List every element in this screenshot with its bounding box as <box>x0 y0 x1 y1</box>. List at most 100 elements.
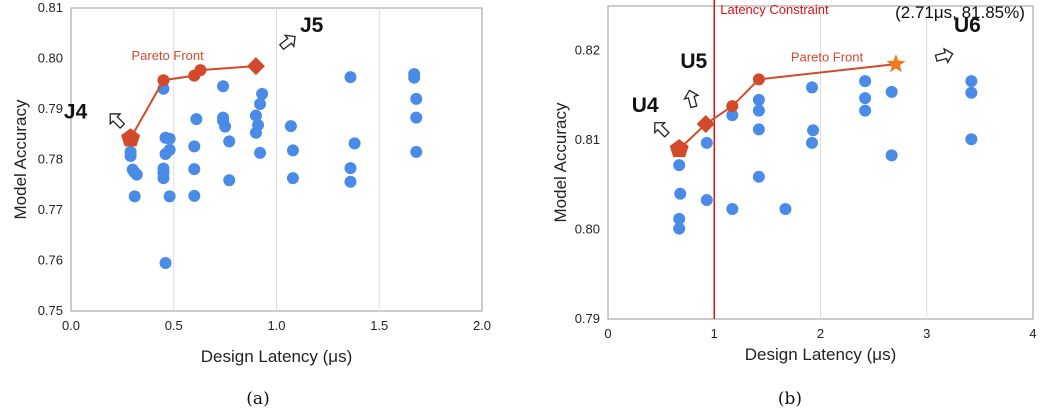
panel-a-scatter-point <box>188 140 201 153</box>
panel-b-caption: (b) <box>778 389 802 409</box>
panel-a-scatter-point <box>286 144 299 157</box>
panel-b-pareto-front <box>669 54 906 158</box>
panel-a: 0.75 0.76 0.77 0.78 0.79 0.80 0.81 0.0 0.5 1.0 1.… <box>11 0 491 409</box>
panel-a-pareto-circle-marker <box>194 64 207 77</box>
panel-a-scatter-point <box>188 163 201 176</box>
panel-b-scatter-point <box>965 133 978 146</box>
panel-a-scatter-point <box>223 174 236 187</box>
panel-a-y-axis-title: Model Accuracy <box>11 99 30 219</box>
panel-a-scatter-point <box>163 190 176 203</box>
panel-a-callouts: J4 J5 <box>64 14 324 129</box>
panel-a-scatter-point <box>223 135 236 148</box>
panel-b-scatter-point <box>752 123 765 136</box>
panel-a-pareto-label: Pareto Front <box>131 48 204 63</box>
panel-a-scatter-point <box>163 143 176 156</box>
panel-a-scatter-point <box>249 109 262 122</box>
panel-a-scatter-points <box>124 68 423 270</box>
panel-a-scatter-point <box>348 137 361 150</box>
panel-a-pareto-front <box>121 57 265 147</box>
j4-arrow-icon <box>109 113 126 129</box>
u5-callout-label: U5 <box>680 50 707 73</box>
panel-a-pareto-pentagon-marker <box>121 128 141 147</box>
panel-b-pareto-star-marker <box>886 54 906 73</box>
panel-a-gridlines <box>173 8 380 311</box>
panel-b-pareto-pentagon-marker <box>669 139 689 158</box>
panel-b-pareto-circle-marker <box>752 73 765 86</box>
panel-b-x-tick-label: 2 <box>817 326 824 341</box>
panel-b-scatter-point <box>859 92 872 105</box>
panel-a-scatter-point <box>159 257 172 270</box>
panel-b-scatter-point <box>674 187 687 200</box>
u5-arrow-icon <box>683 89 700 109</box>
panel-a-x-tick-label: 0.5 <box>165 318 183 333</box>
panel-b-y-tick-label: 0.81 <box>575 132 600 147</box>
panel-b-scatter-point <box>752 170 765 183</box>
panel-a-scatter-point <box>249 126 262 139</box>
panel-a-scatter-point <box>254 146 267 159</box>
panel-b-scatter-points <box>673 75 978 235</box>
panel-b-scatter-point <box>965 86 978 99</box>
panel-b-x-tick-label: 1 <box>711 326 718 341</box>
panel-b-scatter-point <box>726 109 739 122</box>
j4-callout-label: J4 <box>64 100 88 123</box>
panel-b-scatter-point <box>700 194 713 207</box>
panel-a-caption: (a) <box>246 389 269 409</box>
panel-a-y-tick-label: 0.75 <box>38 303 63 318</box>
u6-callout-label: U6 <box>954 14 981 37</box>
panel-a-scatter-point <box>157 172 170 185</box>
panel-a-scatter-point <box>410 111 423 124</box>
panel-b-y-axis-title: Model Accuracy <box>551 102 570 222</box>
u4-arrow-icon <box>654 122 670 138</box>
panel-a-scatter-point <box>410 92 423 105</box>
panel-a-scatter-point <box>284 120 297 133</box>
panel-b-scatter-point <box>700 136 713 149</box>
panel-b-y-tick-label: 0.80 <box>575 222 600 237</box>
j5-callout-label: J5 <box>300 14 324 37</box>
panel-a-scatter-point <box>256 87 269 100</box>
panel-a-scatter-point <box>130 168 143 181</box>
panel-a-scatter-point <box>344 162 357 175</box>
panel-b-pareto-label: Pareto Front <box>791 49 864 64</box>
panel-b-x-tick-label: 0 <box>604 326 611 341</box>
panel-a-x-tick-label: 0.0 <box>62 318 80 333</box>
panel-b-scatter-point <box>673 212 686 225</box>
panel-b-scatter-point <box>859 75 872 88</box>
panel-b-scatter-point <box>965 75 978 88</box>
panel-a-y-tick-label: 0.81 <box>38 0 63 15</box>
panel-b-y-tick-label: 0.79 <box>575 311 600 326</box>
panel-b-scatter-point <box>752 104 765 117</box>
panel-a-y-tick-label: 0.78 <box>38 152 63 167</box>
panel-b-scatter-point <box>779 203 792 216</box>
panel-b-scatter-point <box>752 93 765 106</box>
panel-a-scatter-point <box>344 71 357 84</box>
panel-b-x-tick-label: 4 <box>1029 326 1036 341</box>
panel-b-scatter-point <box>885 85 898 98</box>
panel-a-x-tick-labels: 0.0 0.5 1.0 1.5 2.0 <box>62 318 491 333</box>
panel-a-x-tick-label: 2.0 <box>473 318 491 333</box>
j5-arrow-icon <box>278 34 296 51</box>
panel-a-scatter-point <box>408 71 421 84</box>
panel-b-scatter-point <box>885 149 898 162</box>
panel-a-y-tick-label: 0.79 <box>38 101 63 116</box>
panel-a-y-tick-labels: 0.75 0.76 0.77 0.78 0.79 0.80 0.81 <box>38 0 63 318</box>
panel-a-scatter-point <box>410 145 423 158</box>
panel-a-scatter-point <box>217 80 230 93</box>
panel-b-scatter-point <box>673 159 686 172</box>
panel-a-scatter-point <box>188 189 201 202</box>
panel-a-scatter-point <box>124 149 137 162</box>
panel-a-scatter-point <box>219 120 232 133</box>
panel-a-scatter-point <box>286 172 299 185</box>
panel-a-y-tick-label: 0.76 <box>38 253 63 268</box>
panel-b-pareto-diamond-marker <box>696 115 715 134</box>
panel-a-scatter-point <box>128 190 141 203</box>
u6-coordinate-annotation: (2.71μs, 81.85%) <box>895 3 1025 22</box>
panel-a-scatter-point <box>254 97 267 110</box>
panel-b-scatter-point <box>673 222 686 235</box>
panel-b-scatter-point <box>726 203 739 216</box>
panel-a-pareto-diamond-marker <box>246 57 265 76</box>
panel-b-x-tick-labels: 0 1 2 3 4 <box>604 326 1036 341</box>
panel-b-scatter-point <box>859 104 872 117</box>
panel-b: 0.79 0.80 0.81 0.82 0 1 2 3 4 Design Latency (μ… <box>551 0 1037 409</box>
panel-b-scatter-point <box>806 136 818 149</box>
